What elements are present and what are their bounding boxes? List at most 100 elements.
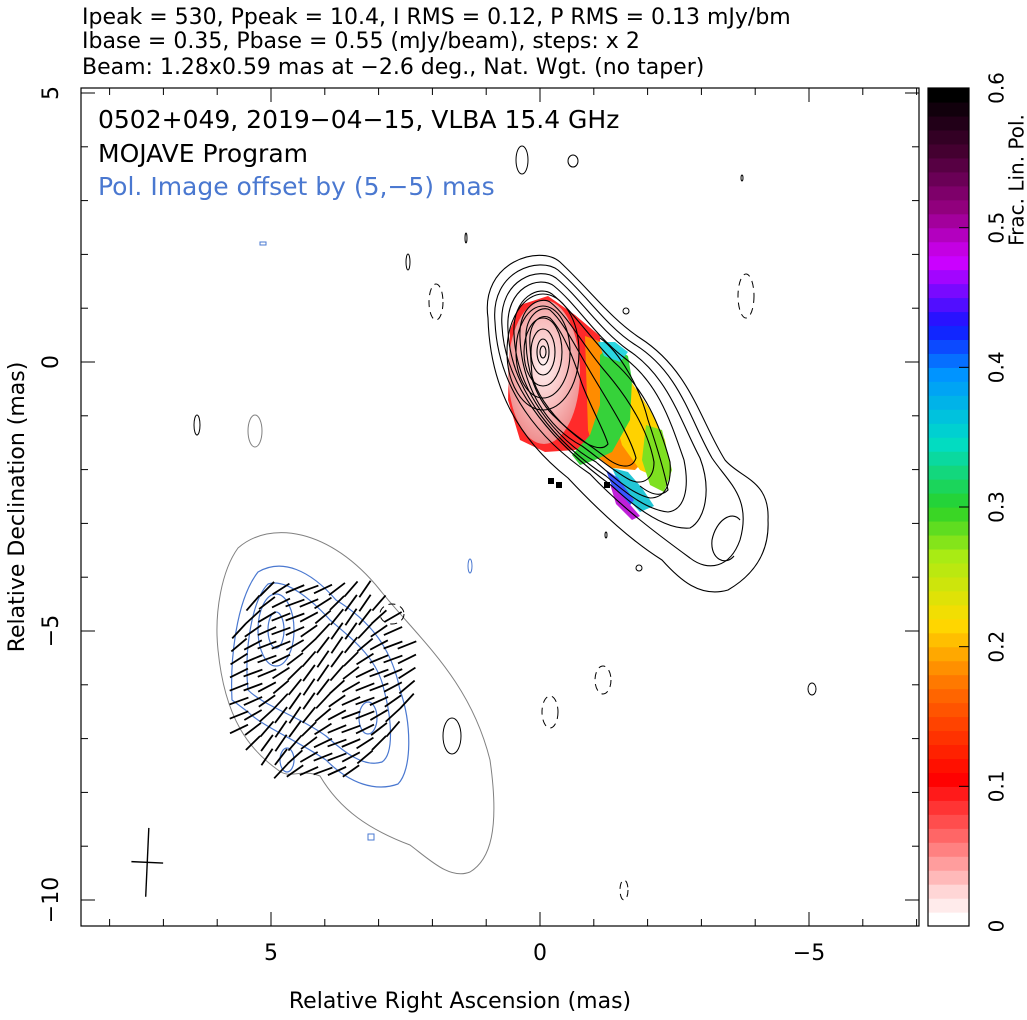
colorbar-step — [928, 898, 969, 913]
evpa-tick — [316, 678, 330, 696]
evpa-tick — [341, 710, 361, 720]
header-line-3: Beam: 1.28x0.59 mas at −2.6 deg., Nat. W… — [82, 55, 704, 80]
evpa-tick — [257, 611, 277, 623]
y-tick-label: −10 — [39, 877, 64, 923]
evpa-tick — [301, 637, 317, 653]
evpa-tick — [274, 720, 288, 738]
colorbar: 0 0.1 0.2 0.3 0.4 0.5 0.6 Frac. Lin. Pol. — [927, 72, 1027, 932]
evpa-tick — [285, 639, 305, 651]
colorbar-step — [928, 367, 969, 382]
colorbar-step — [928, 842, 969, 857]
evpa-tick — [383, 640, 403, 650]
evpa-tick — [314, 596, 332, 610]
evpa-tick — [286, 764, 304, 778]
x-tick-label: −5 — [793, 941, 825, 966]
evpa-tick — [341, 724, 361, 734]
evpa-tick — [257, 681, 277, 693]
header-line-1: Ipeak = 530, Ppeak = 10.4, I RMS = 0.12,… — [82, 5, 791, 30]
evpa-tick — [244, 624, 262, 638]
evpa-tick — [371, 594, 387, 612]
evpa-tick — [369, 639, 389, 651]
colorbar-step — [928, 562, 969, 578]
y-tick-label: 0 — [39, 355, 64, 369]
colorbar-step — [928, 143, 969, 159]
noise-contour — [635, 564, 643, 572]
evpa-tick — [383, 626, 403, 636]
colorbar-step — [928, 353, 969, 368]
evpa-tick — [245, 594, 261, 612]
evpa-tick — [313, 766, 333, 776]
offset-pol-contour-dot — [467, 558, 473, 574]
evpa-tick — [399, 693, 415, 709]
evpa-tick — [329, 664, 345, 682]
evpa-tick — [343, 636, 359, 654]
evpa-tick — [316, 636, 330, 654]
colorbar-step — [928, 507, 969, 522]
colorbar-step — [928, 870, 969, 885]
negative-contour — [428, 283, 444, 321]
evpa-tick — [285, 626, 305, 636]
evpa-tick — [341, 738, 361, 748]
evpa-tick — [299, 766, 319, 776]
evpa-tick — [330, 650, 344, 668]
evpa-tick — [260, 734, 274, 752]
evpa-tick — [397, 640, 417, 650]
evpa-tick — [259, 581, 275, 597]
evpa-tick — [271, 640, 291, 650]
evpa-tick — [229, 723, 249, 735]
program-annotation: MOJAVE Program — [98, 139, 308, 168]
colorbar-step — [928, 395, 969, 410]
evpa-tick — [344, 608, 358, 626]
evpa-tick — [398, 666, 416, 680]
evpa-tick — [369, 654, 389, 664]
intensity-contour — [501, 273, 707, 529]
pol-pixel-black-2 — [556, 482, 562, 488]
colorbar-step — [928, 437, 969, 452]
evpa-tick — [341, 751, 361, 763]
evpa-tick — [257, 654, 277, 664]
evpa-tick — [260, 748, 274, 766]
intensity-contour — [513, 290, 671, 499]
source-annotation: 0502+049, 2019−04−15, VLBA 15.4 GHz — [98, 105, 619, 134]
colorbar-step — [928, 618, 969, 634]
evpa-tick — [300, 736, 318, 750]
colorbar-step — [928, 255, 969, 271]
evpa-tick — [273, 763, 289, 779]
offset-pol-contour-dot — [259, 241, 267, 246]
intensity-contour-inner — [599, 337, 669, 495]
evpa-tick — [383, 681, 403, 693]
evpa-tick — [327, 752, 347, 762]
colorbar-tick-label: 0.5 — [985, 212, 1009, 244]
evpa-tick — [272, 666, 290, 680]
evpa-tick — [229, 682, 249, 692]
evpa-tick — [355, 723, 375, 735]
evpa-tick — [358, 608, 372, 626]
offset-annotation: Pol. Image offset by (5,−5) mas — [98, 172, 495, 201]
colorbar-step — [928, 534, 969, 550]
evpa-tick — [272, 679, 290, 695]
plot-frame — [80, 87, 920, 927]
noise-contour — [464, 232, 468, 244]
colorbar-step — [928, 479, 969, 494]
colorbar-step — [928, 297, 969, 313]
colorbar-step — [928, 381, 969, 396]
intensity-contour — [525, 308, 637, 467]
header-line-2: Ibase = 0.35, Pbase = 0.55 (mJy/beam), s… — [82, 29, 640, 54]
colorbar-step — [928, 129, 969, 145]
colorbar-step — [928, 786, 969, 801]
evpa-tick — [385, 720, 401, 738]
evpa-tick — [302, 664, 316, 682]
colorbar-step — [928, 590, 969, 606]
evpa-tick — [328, 582, 346, 596]
evpa-tick — [384, 694, 402, 708]
colorbar-step — [928, 185, 969, 201]
colorbar-step — [928, 884, 969, 899]
noise-contour — [442, 717, 462, 755]
evpa-tick — [398, 679, 416, 695]
evpa-tick — [355, 682, 375, 692]
colorbar-step — [928, 311, 969, 327]
colorbar-step — [928, 646, 969, 662]
evpa-tick — [397, 653, 417, 665]
evpa-tick — [302, 692, 316, 710]
evpa-tick — [259, 720, 275, 738]
